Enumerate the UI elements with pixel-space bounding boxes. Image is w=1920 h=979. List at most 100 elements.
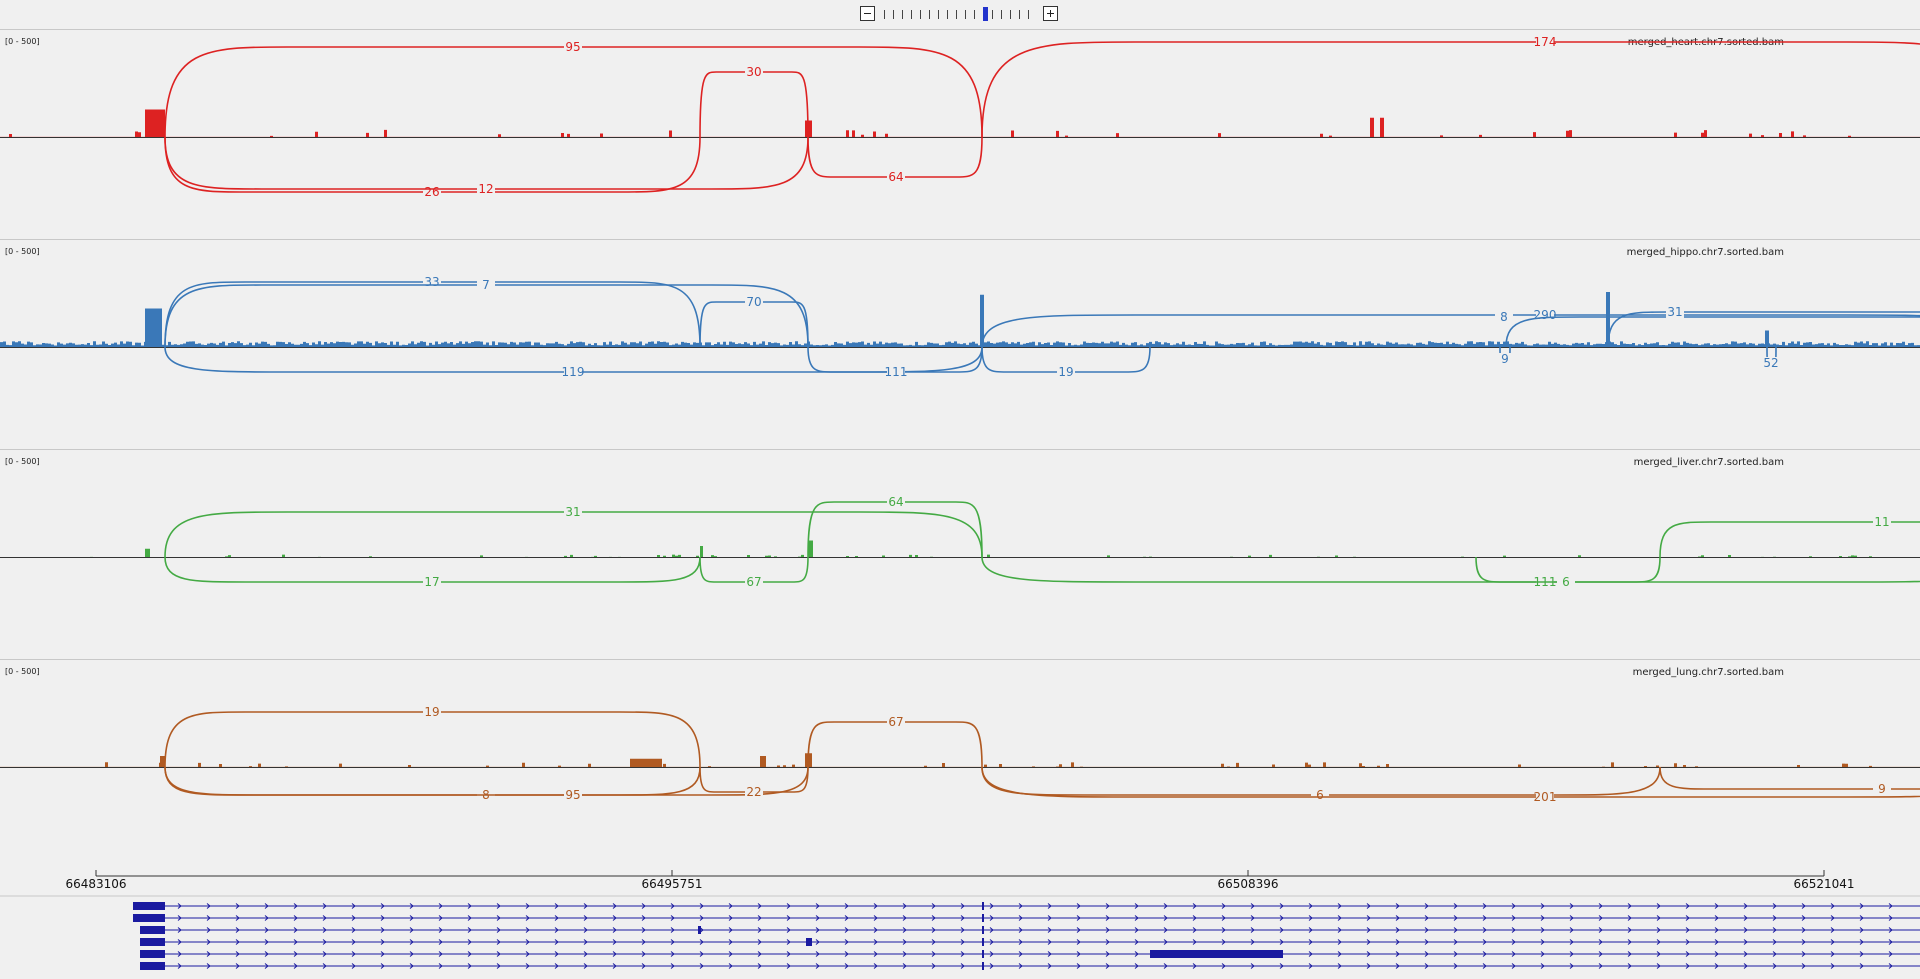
junction-arc[interactable] [807,501,983,558]
junction-label-bg [477,183,495,195]
junction-arc[interactable] [164,766,809,796]
strand-arrow [496,939,501,945]
strand-arrow [1859,903,1864,909]
strand-arrow [873,951,878,957]
strand-arrow [554,903,559,909]
zoom-tick[interactable] [947,10,948,19]
zoom-tick[interactable] [893,10,894,19]
strand-arrow [1859,951,1864,957]
junction-arc[interactable] [164,766,701,796]
junction-arc[interactable] [164,281,701,348]
strand-arrow [554,939,559,945]
zoom-in-button[interactable] [1043,6,1058,21]
transcript[interactable] [140,950,1920,958]
strand-arrow [496,903,501,909]
strand-arrow [380,939,385,945]
zoom-tick[interactable] [884,10,885,19]
zoom-tick[interactable] [1010,10,1011,19]
strand-arrow [728,927,733,933]
junction-arc[interactable] [1659,766,1920,790]
junction-arc[interactable] [164,46,983,138]
strand-arrow [264,963,269,969]
zoom-tick[interactable] [938,10,939,19]
strand-arrow [699,915,704,921]
zoom-tick[interactable] [1001,10,1002,19]
junction-arc[interactable] [164,284,809,348]
strand-arrow [989,903,994,909]
transcript[interactable] [140,938,1920,946]
strand-arrow [960,915,965,921]
track-lung[interactable]: [0 - 500] merged_lung.chr7.sorted.bam 19 67… [0,659,1920,805]
strand-arrow [1337,927,1342,933]
transcript[interactable] [133,902,1920,910]
zoom-tick[interactable] [902,10,903,19]
strand-arrow [1598,927,1603,933]
strand-arrow [1424,963,1429,969]
junction-arc[interactable] [1607,311,1920,348]
strand-arrow [641,951,646,957]
strand-arrow [1076,939,1081,945]
junction-label: 95 [565,40,580,54]
strand-arrow [786,927,791,933]
track-name[interactable]: merged_lung.chr7.sorted.bam [1633,667,1784,678]
strand-arrow [1859,927,1864,933]
strand-arrow [235,927,240,933]
strand-arrow [1134,915,1139,921]
strand-arrow [1105,915,1110,921]
transcript[interactable] [133,914,1920,922]
junction-label-bg [564,41,582,53]
track-hippo[interactable]: [0 - 500] merged_hippo.chr7.sorted.bam 33 7… [0,239,1920,380]
gene-track[interactable] [133,902,1920,970]
zoom-tick[interactable] [1019,10,1020,19]
strand-arrow [1743,915,1748,921]
track-liver[interactable]: [0 - 500] merged_liver.chr7.sorted.bam 31 6… [0,449,1920,590]
zoom-tick[interactable] [965,10,966,19]
zoom-tick[interactable] [956,10,957,19]
strand-arrow [380,951,385,957]
strand-arrow [1540,939,1545,945]
strand-arrow [728,951,733,957]
junction-arc[interactable] [1659,521,1920,558]
zoom-tick[interactable] [974,10,975,19]
zoom-tick[interactable] [992,10,993,19]
track-name[interactable]: merged_liver.chr7.sorted.bam [1634,457,1784,468]
strand-arrow [612,951,617,957]
junction-arc[interactable] [981,766,1920,798]
strand-arrow [1366,951,1371,957]
coverage-peak [630,758,662,767]
junction-arc[interactable] [981,314,1920,348]
strand-arrow [1598,963,1603,969]
strand-arrow [496,951,501,957]
junction-label: 6 [1562,575,1570,589]
coverage-area [0,341,1920,347]
strand-arrow [235,951,240,957]
strand-arrow [786,939,791,945]
track-name[interactable]: merged_hippo.chr7.sorted.bam [1627,247,1784,258]
zoom-tick[interactable] [929,10,930,19]
strand-arrow [351,939,356,945]
track-data-range: [0 - 500] [5,667,40,676]
strand-arrow [1047,903,1052,909]
track-data-range: [0 - 500] [5,37,40,46]
transcript[interactable] [140,962,1920,970]
junction-arc[interactable] [699,71,809,138]
coverage-peak [808,540,813,557]
exon [140,938,165,946]
zoom-tick[interactable] [920,10,921,19]
track-heart[interactable]: [0 - 500] merged_heart.chr7.sorted.bam953… [0,29,1920,200]
junction-arc[interactable] [164,136,701,193]
strand-arrow [1337,963,1342,969]
strand-arrow [1076,903,1081,909]
zoom-tick[interactable] [911,10,912,19]
zoom-out-button[interactable] [860,6,875,21]
junction-arc[interactable] [981,556,1920,583]
junction-arc[interactable] [981,41,1920,138]
strand-arrow [1569,951,1574,957]
junction-arc[interactable] [164,711,701,768]
junction-label-bg [745,66,763,78]
strand-arrow [293,939,298,945]
junction-arc[interactable] [1505,316,1920,348]
zoom-tick[interactable] [1028,10,1029,19]
zoom-tick[interactable] [983,7,988,21]
transcript[interactable] [140,926,1920,934]
